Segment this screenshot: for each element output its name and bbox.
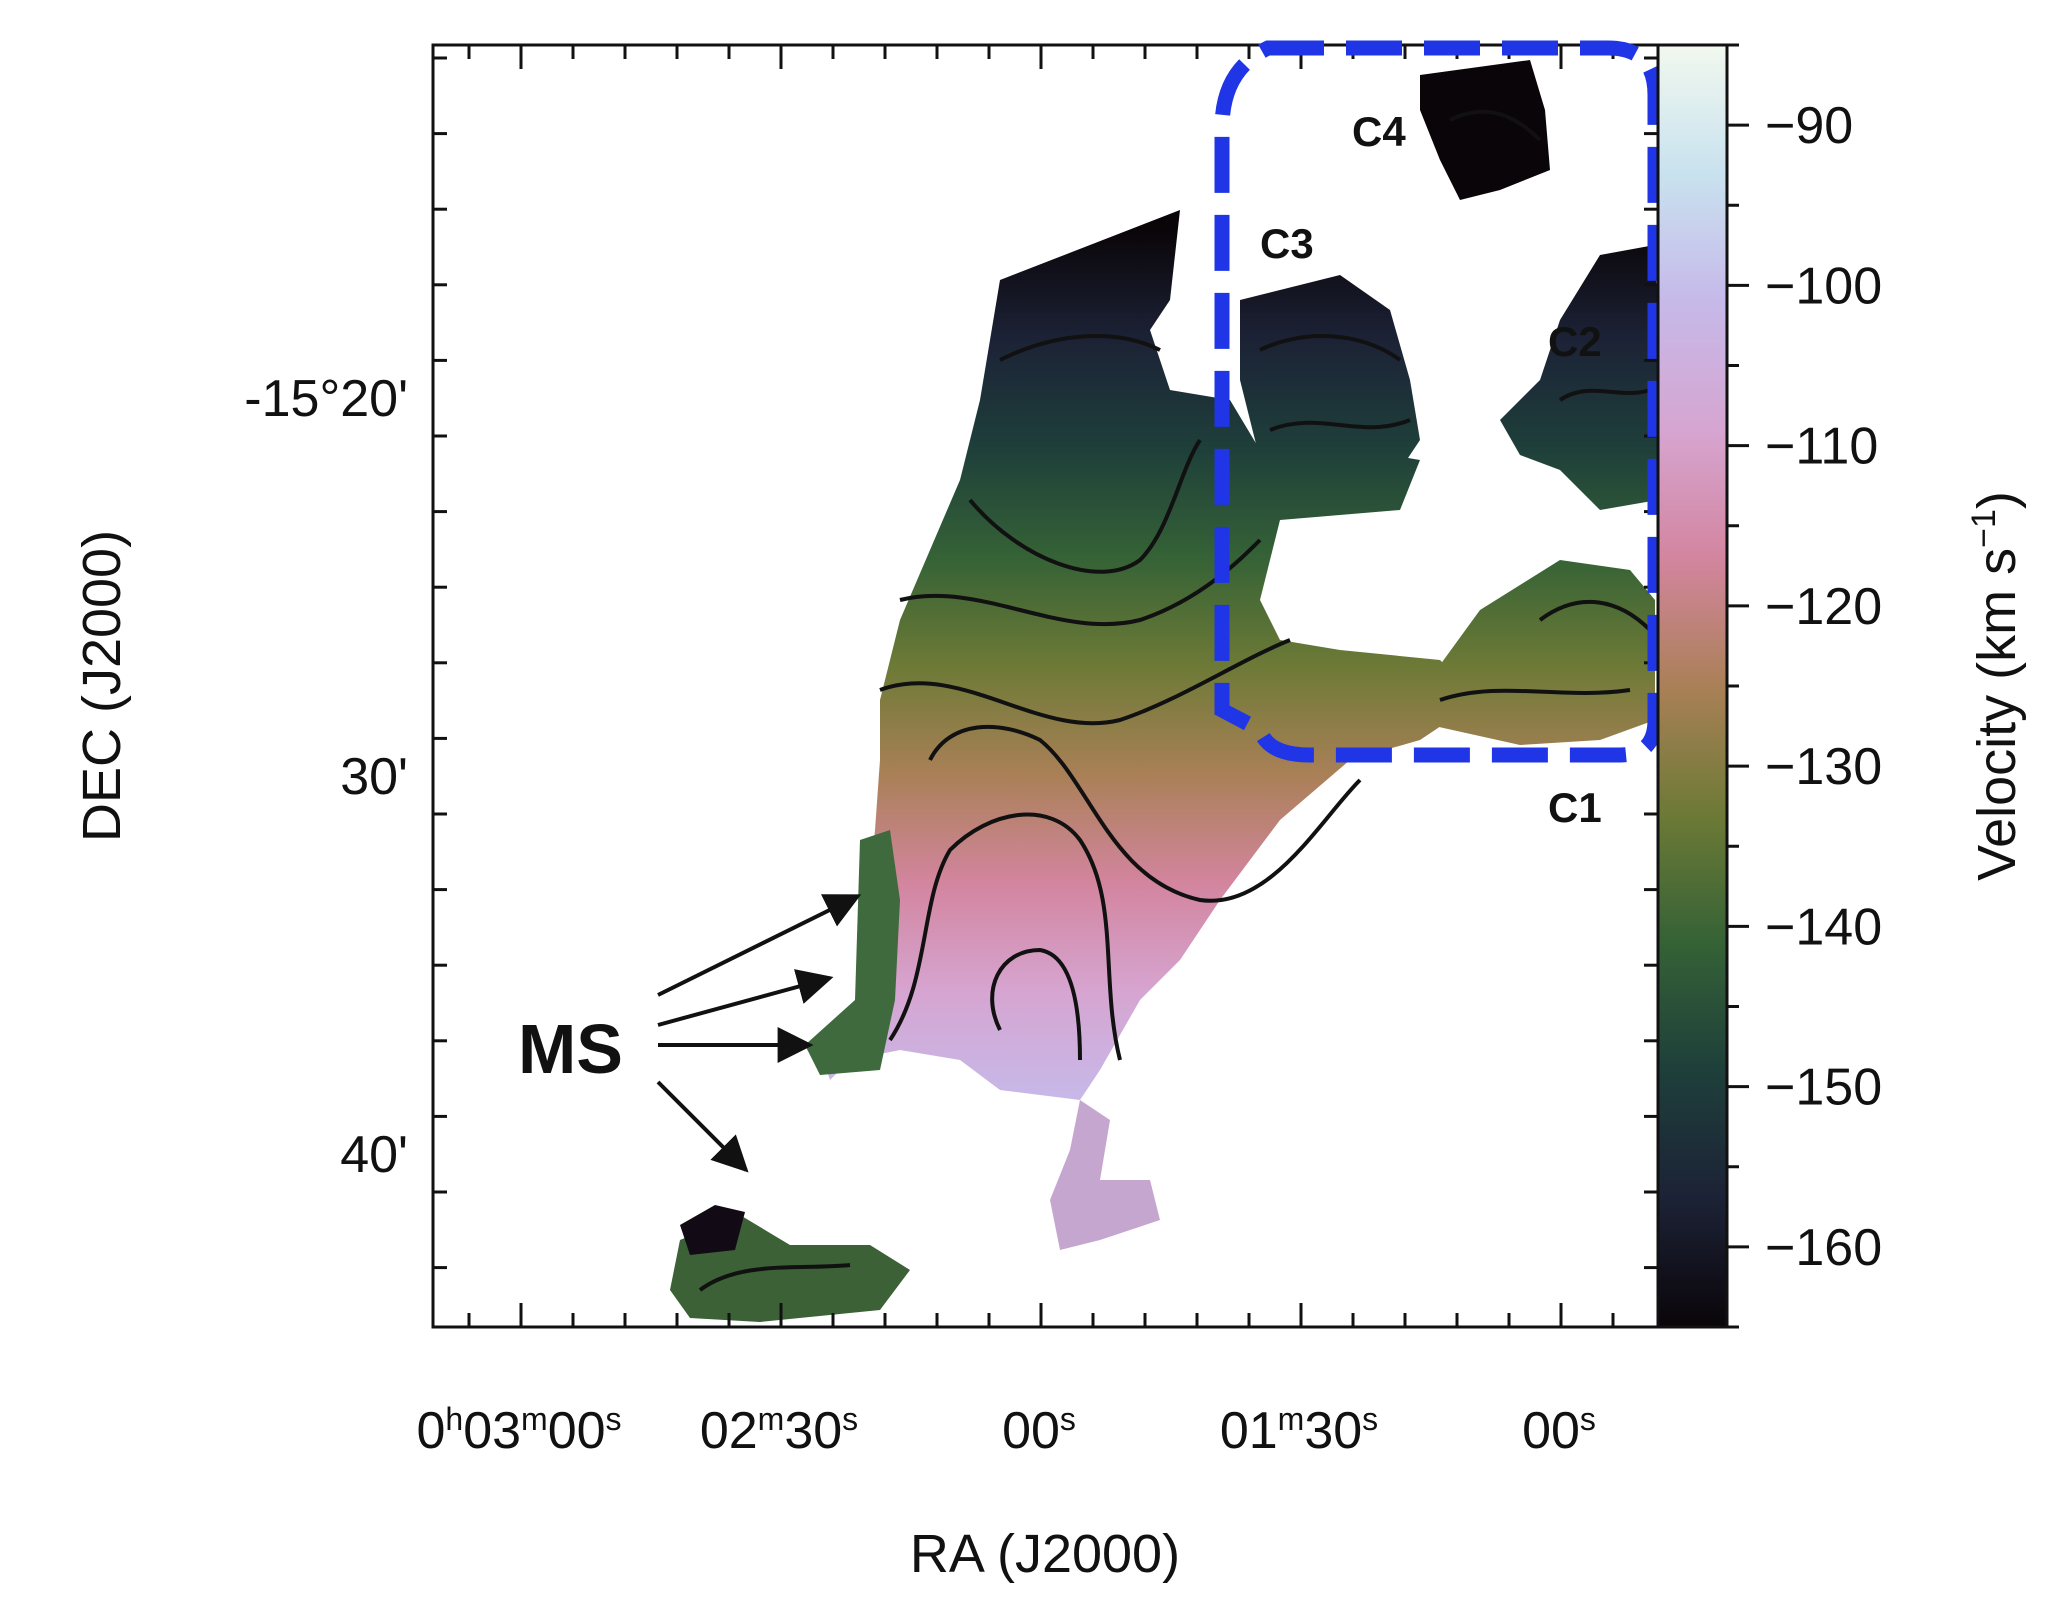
colorbar-title-close: )	[1967, 491, 2027, 509]
colorbar-tick-label: −140	[1765, 898, 1882, 956]
y-tick-label: 40'	[340, 1126, 408, 1184]
x-tick-value: 0	[416, 1402, 445, 1460]
colorbar: −90 −100 −110 −120 −130 −140 −150 −160 Velocity…	[1656, 43, 2027, 1329]
x-tick-unit: s	[1060, 1401, 1076, 1437]
main-cloud	[820, 210, 1480, 1100]
colorbar-tick-label: −160	[1765, 1219, 1882, 1277]
x-tick-unit: s	[1362, 1401, 1378, 1437]
colorbar-tick-label: −100	[1765, 257, 1882, 315]
contour-line	[888, 812, 1122, 1061]
cloud-south-clump-dark	[680, 1205, 745, 1255]
contour-line	[1269, 418, 1411, 432]
contour-line	[1259, 334, 1402, 362]
stream-arrow	[657, 969, 834, 1027]
x-tick-value: 01	[1220, 1402, 1278, 1460]
colorbar-ticks	[1727, 43, 1749, 1329]
x-tick-label: 02m30s	[700, 1401, 858, 1460]
contour-line	[928, 724, 1362, 903]
annotations: C1 C2 C3 C4 MS	[518, 40, 1663, 1173]
region-label-c3: C3	[1260, 220, 1314, 267]
x-tick-label: 00s	[1522, 1401, 1596, 1460]
cloud-south-tail	[1050, 1100, 1160, 1250]
x-tick-unit: s	[842, 1401, 858, 1437]
x-axis-title: RA (J2000)	[910, 1524, 1180, 1584]
x-tick-unit: h	[445, 1401, 463, 1437]
x-tick-unit: s	[606, 1401, 622, 1437]
colorbar-tick-label: −120	[1765, 578, 1882, 636]
colorbar-tick-label: −150	[1765, 1059, 1882, 1117]
x-tick-value: 02	[700, 1402, 758, 1460]
cloud-c1	[1390, 560, 1655, 745]
region-box	[1214, 40, 1663, 763]
cloud-c2	[1500, 245, 1658, 510]
x-tick-value: 03	[463, 1402, 521, 1460]
y-tick-labels: -15°20' 30' 40'	[244, 370, 408, 1184]
region-label-c1: C1	[1548, 784, 1602, 831]
colorbar-tick-labels: −90 −100 −110 −120 −130 −140 −150 −160	[1765, 97, 1882, 1277]
plot-area: C1 C2 C3 C4 MS	[431, 40, 1663, 1329]
region-label-c2: C2	[1548, 318, 1602, 365]
colorbar-title: Velocity (km s−1)	[1965, 491, 2027, 881]
x-tick-label: 0h03m00s	[416, 1401, 621, 1460]
colorbar-tick-label: −130	[1765, 738, 1882, 796]
y-axis-title: DEC (J2000)	[72, 530, 132, 842]
x-tick-value: 30	[1304, 1402, 1362, 1460]
contour-line	[879, 638, 1291, 726]
y-tick-label: -15°20'	[244, 370, 408, 428]
colorbar-title-exponent: −1	[1965, 509, 2003, 548]
x-tick-labels: 0h03m00s 02m30s 00s 01m30s 00s	[416, 1401, 1595, 1460]
contour-line	[698, 1263, 851, 1292]
x-tick-unit: m	[1278, 1401, 1305, 1437]
x-axis-ticks	[467, 45, 1615, 1327]
cloud-c4	[1420, 60, 1550, 200]
contour-line	[899, 538, 1262, 626]
contour-line	[968, 438, 1202, 574]
cloud-ms-fringe	[805, 830, 900, 1075]
contour-line	[1558, 388, 1651, 402]
x-tick-value: 30	[784, 1402, 842, 1460]
colorbar-scale	[1658, 45, 1727, 1327]
stream-arrow	[657, 894, 862, 997]
x-tick-value: 00	[1002, 1402, 1060, 1460]
x-tick-unit: m	[758, 1401, 785, 1437]
y-tick-label: 30'	[340, 748, 408, 806]
colorbar-title-main: Velocity (km s	[1967, 548, 2027, 881]
contour-line	[1538, 599, 1652, 632]
x-tick-label: 00s	[1002, 1401, 1076, 1460]
contour-line	[999, 334, 1161, 362]
stream-arrow	[656, 1080, 749, 1173]
contour-line	[1449, 109, 1542, 142]
x-tick-label: 01m30s	[1220, 1401, 1378, 1460]
x-tick-unit: m	[521, 1401, 548, 1437]
colorbar-tick-label: −90	[1765, 97, 1853, 155]
colorbar-tick-label: −110	[1765, 418, 1878, 476]
stream-label: MS	[518, 1010, 623, 1088]
velocity-contours	[698, 109, 1652, 1292]
contour-line	[990, 947, 1082, 1061]
x-tick-unit: s	[1580, 1401, 1596, 1437]
contour-line	[1439, 688, 1631, 702]
region-label-c4: C4	[1352, 108, 1406, 155]
x-tick-value: 00	[548, 1402, 606, 1460]
x-tick-value: 00	[1522, 1402, 1580, 1460]
